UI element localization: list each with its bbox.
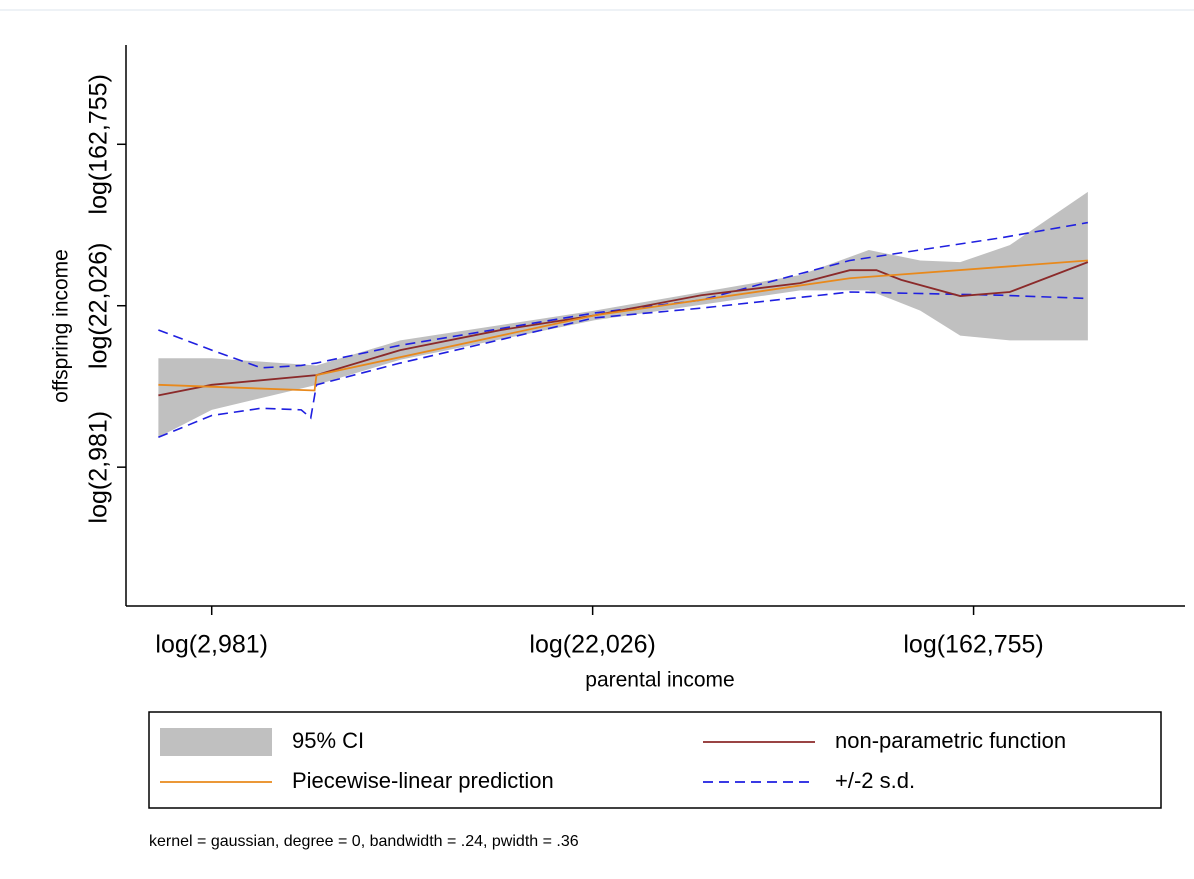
note: kernel = gaussian, degree = 0, bandwidth…	[149, 833, 579, 850]
series-line	[158, 261, 1089, 397]
x-tick-label: log(162,755)	[903, 631, 1043, 659]
y-axis-title: offspring income	[50, 249, 73, 403]
sd-line	[158, 221, 1088, 369]
legend-label: Piecewise-linear prediction	[292, 768, 554, 793]
legend-label: 95% CI	[292, 728, 364, 753]
legend-label: +/-2 s.d.	[835, 768, 915, 793]
legend-box	[148, 711, 1162, 809]
y-tick-label: log(22,026)	[85, 242, 113, 368]
series-line	[158, 259, 1088, 392]
y-tick-label: log(162,755)	[85, 74, 113, 214]
sd-line	[158, 291, 1088, 439]
ci-band	[158, 191, 1088, 438]
legend-label: non-parametric function	[835, 728, 1066, 753]
x-axis-title: parental income	[585, 669, 734, 692]
x-tick-label: log(2,981)	[155, 631, 268, 659]
y-tick-label: log(2,981)	[85, 411, 113, 524]
x-tick-label: log(22,026)	[529, 631, 655, 659]
legend-swatch	[160, 728, 272, 756]
